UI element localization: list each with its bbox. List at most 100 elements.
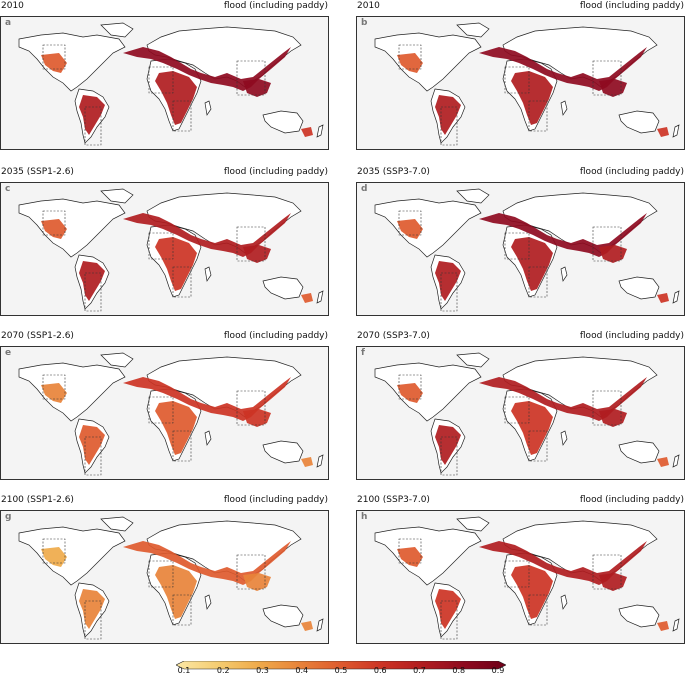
flood-exposure-area — [599, 245, 627, 263]
map-frame: c — [0, 182, 329, 316]
land-outline — [18, 362, 126, 422]
region-box — [504, 396, 530, 424]
flood-exposure-area — [599, 573, 627, 591]
flood-exposure-area — [41, 53, 67, 73]
flood-exposure-area — [397, 219, 423, 239]
region-box — [504, 560, 530, 588]
region-box — [148, 66, 174, 94]
colorbar-tick-label: 0.1 — [177, 666, 191, 675]
world-map — [374, 188, 680, 312]
flood-exposure-area — [41, 547, 67, 567]
colorbar-tick-label: 0.4 — [295, 666, 309, 675]
map-frame: g — [0, 510, 329, 644]
flood-exposure-area — [479, 47, 647, 91]
flood-exposure-area — [123, 213, 291, 257]
flood-exposure-area — [657, 621, 669, 631]
region-box — [528, 266, 548, 298]
panel-period: 2100 (SSP1-2.6) — [1, 495, 74, 505]
map-frame: a — [0, 16, 329, 150]
flood-exposure-area — [511, 565, 553, 619]
flood-exposure-area — [79, 261, 105, 301]
colorbar-tick-label: 0.8 — [452, 666, 466, 675]
region-box — [84, 106, 102, 146]
region-box — [528, 100, 548, 132]
land-outline — [672, 618, 680, 632]
flood-exposure-area — [41, 219, 67, 239]
land-outline — [100, 22, 134, 38]
flood-exposure-area — [301, 293, 313, 303]
panel-title: 2035 (SSP1-2.6) flood (including paddy) — [0, 166, 329, 180]
panel-letter: b — [361, 18, 368, 28]
land-outline — [560, 100, 568, 116]
region-box — [236, 60, 266, 96]
land-outline — [672, 290, 680, 304]
flood-exposure-area — [155, 401, 197, 455]
region-box — [398, 210, 422, 236]
region-box — [440, 106, 458, 146]
land-outline — [100, 516, 134, 532]
flood-exposure-area — [657, 457, 669, 467]
flood-exposure-area — [243, 573, 271, 591]
land-outline — [374, 198, 482, 258]
land-outline — [262, 276, 304, 300]
land-outline — [456, 22, 490, 38]
flood-exposure-area — [155, 237, 197, 291]
panel-title: 2010 flood (including paddy) — [0, 0, 329, 14]
region-box — [84, 436, 102, 476]
panel-variable: flood (including paddy) — [579, 1, 684, 11]
panel-letter: c — [5, 184, 11, 194]
land-outline — [618, 110, 660, 134]
world-map — [374, 22, 680, 146]
flood-exposure-area — [123, 377, 291, 421]
land-outline — [618, 440, 660, 464]
colorbar-tick-label: 0.5 — [334, 666, 348, 675]
world-map — [374, 352, 680, 476]
flood-exposure-area — [511, 237, 553, 291]
region-box — [528, 594, 548, 626]
flood-exposure-area — [397, 53, 423, 73]
panel-letter: e — [5, 348, 12, 358]
panel-variable: flood (including paddy) — [579, 331, 684, 341]
land-outline — [316, 454, 324, 468]
land-outline — [100, 352, 134, 368]
flood-exposure-area — [243, 409, 271, 427]
map-frame: d — [356, 182, 685, 316]
flood-exposure-area — [435, 589, 461, 629]
region-box — [592, 554, 622, 590]
region-box — [42, 538, 66, 564]
region-box — [440, 272, 458, 312]
panel-variable: flood (including paddy) — [579, 495, 684, 505]
flood-exposure-area — [479, 541, 647, 585]
panel-variable: flood (including paddy) — [223, 167, 328, 177]
panel-variable: flood (including paddy) — [579, 167, 684, 177]
flood-exposure-area — [599, 79, 627, 97]
panel-title: 2100 (SSP3-7.0) flood (including paddy) — [356, 494, 685, 508]
region-box — [528, 430, 548, 462]
region-box — [172, 430, 192, 462]
flood-exposure-area — [479, 377, 647, 421]
panel-period: 2010 — [1, 1, 24, 11]
panel-variable: flood (including paddy) — [223, 1, 328, 11]
flood-exposure-area — [599, 409, 627, 427]
land-outline — [374, 362, 482, 422]
region-box — [440, 436, 458, 476]
region-box — [236, 226, 266, 262]
region-box — [236, 554, 266, 590]
land-outline — [618, 604, 660, 628]
region-box — [592, 390, 622, 426]
panel-period: 2070 (SSP1-2.6) — [1, 331, 74, 341]
world-map — [18, 352, 324, 476]
region-box — [148, 560, 174, 588]
panel-letter: g — [5, 512, 12, 522]
land-outline — [672, 124, 680, 138]
flood-exposure-area — [511, 401, 553, 455]
panel-title: 2070 (SSP3-7.0) flood (including paddy) — [356, 330, 685, 344]
world-map — [18, 516, 324, 640]
flood-exposure-area — [79, 589, 105, 629]
map-frame: b — [356, 16, 685, 150]
panel-title: 2035 (SSP3-7.0) flood (including paddy) — [356, 166, 685, 180]
flood-exposure-area — [657, 293, 669, 303]
region-box — [148, 396, 174, 424]
world-map — [18, 22, 324, 146]
colorbar-tick-label: 0.3 — [256, 666, 269, 675]
